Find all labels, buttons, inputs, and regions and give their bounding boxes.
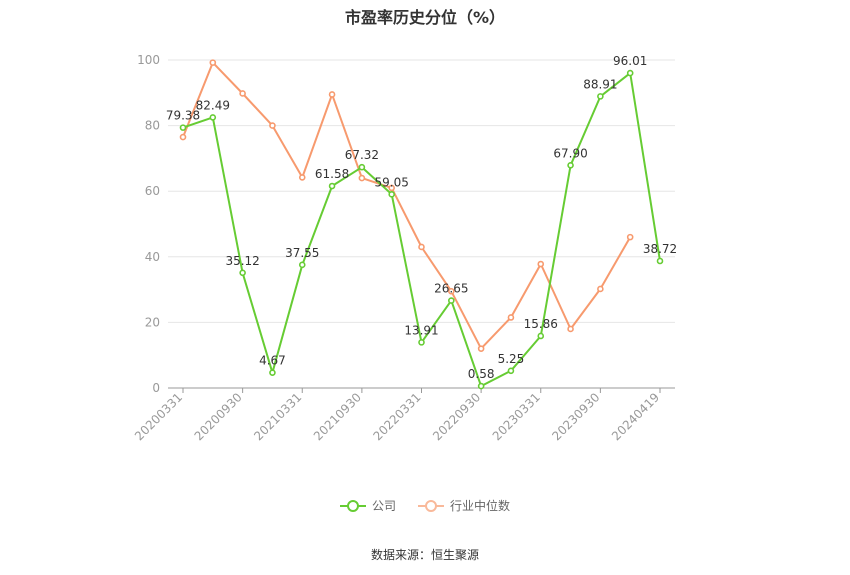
data-label-company: 61.58	[315, 167, 349, 181]
data-point-company	[477, 382, 485, 390]
data-label-company: 67.90	[553, 146, 587, 160]
legend: 公司 行业中位数	[0, 497, 850, 514]
data-point-company	[239, 269, 246, 277]
data-point-industry-median	[179, 133, 187, 141]
data-label-company: 38.72	[643, 242, 677, 256]
data-point-company	[597, 93, 604, 100]
data-point-industry-median	[298, 174, 306, 181]
data-point-industry-median	[477, 345, 485, 352]
data-point-company	[418, 339, 425, 346]
chart-title: 市盈率历史分位（%）	[344, 8, 506, 27]
data-label-company: 67.32	[345, 148, 379, 162]
legend-label-industry-median: 行业中位数	[450, 499, 511, 513]
data-point-company	[626, 69, 634, 77]
data-point-industry-median	[239, 90, 246, 97]
y-tick-label: 60	[145, 184, 160, 198]
data-point-industry-median	[537, 260, 545, 268]
data-point-industry-median	[597, 285, 604, 293]
data-label-company: 59.05	[375, 175, 409, 189]
data-label-company: 26.65	[434, 282, 468, 296]
source-note: 数据来源：恒生聚源	[370, 548, 479, 562]
data-point-industry-median	[507, 314, 515, 321]
data-point-company	[507, 367, 515, 375]
data-point-industry-median	[358, 174, 366, 182]
x-tick-label: 20230930	[549, 390, 602, 443]
data-point-company	[388, 191, 395, 198]
legend-label-company: 公司	[371, 499, 396, 513]
data-point-industry-median	[388, 184, 395, 192]
data-label-company: 0.58	[468, 367, 495, 381]
x-tick-label: 20200331	[132, 390, 185, 443]
y-tick-label: 40	[145, 250, 160, 264]
data-point-company	[298, 261, 306, 269]
x-tick-label: 20240419	[609, 390, 662, 443]
data-label-company: 35.12	[225, 254, 259, 268]
data-point-company	[656, 257, 664, 265]
data-point-company	[209, 114, 217, 121]
x-tick-label: 20210331	[251, 390, 304, 443]
data-label-company: 82.49	[196, 98, 230, 112]
x-tick-label: 20210930	[311, 390, 364, 443]
series-line-industry-median	[182, 61, 632, 350]
data-point-company	[567, 161, 574, 169]
data-label-company: 37.55	[285, 246, 319, 260]
legend-swatch-company	[339, 499, 366, 513]
data-point-industry-median	[567, 325, 574, 333]
data-point-industry-median	[448, 287, 455, 295]
x-tick-label: 20220331	[371, 390, 424, 443]
data-point-industry-median	[626, 233, 634, 241]
data-label-company: 5.25	[498, 352, 525, 366]
data-label-company: 15.86	[524, 317, 558, 331]
data-point-company	[448, 297, 455, 304]
x-tick-label: 20230331	[490, 390, 543, 443]
data-point-company	[269, 369, 276, 376]
legend-item-company[interactable]: 公司	[339, 497, 396, 514]
y-tick-label: 80	[145, 119, 160, 133]
y-tick-label: 20	[145, 315, 160, 329]
data-point-industry-median	[209, 59, 217, 66]
data-point-company	[328, 182, 336, 190]
data-label-company: 96.01	[613, 54, 647, 68]
data-point-company	[537, 332, 545, 340]
legend-swatch-industry-median	[418, 499, 444, 513]
data-point-industry-median	[269, 122, 276, 129]
data-point-company	[179, 124, 187, 131]
y-tick-label: 0	[152, 381, 160, 395]
data-point-industry-median	[328, 91, 336, 98]
data-point-industry-median	[418, 243, 425, 251]
data-point-company	[358, 163, 366, 171]
data-label-company: 4.67	[259, 354, 286, 368]
x-tick-label: 20200930	[192, 390, 245, 443]
y-tick-label: 100	[137, 53, 160, 67]
data-label-company: 79.38	[166, 109, 200, 123]
data-label-company: 88.91	[583, 77, 617, 91]
x-tick-label: 20220930	[430, 390, 483, 443]
data-label-company: 13.91	[404, 323, 438, 337]
legend-item-industry-median[interactable]: 行业中位数	[418, 497, 510, 514]
